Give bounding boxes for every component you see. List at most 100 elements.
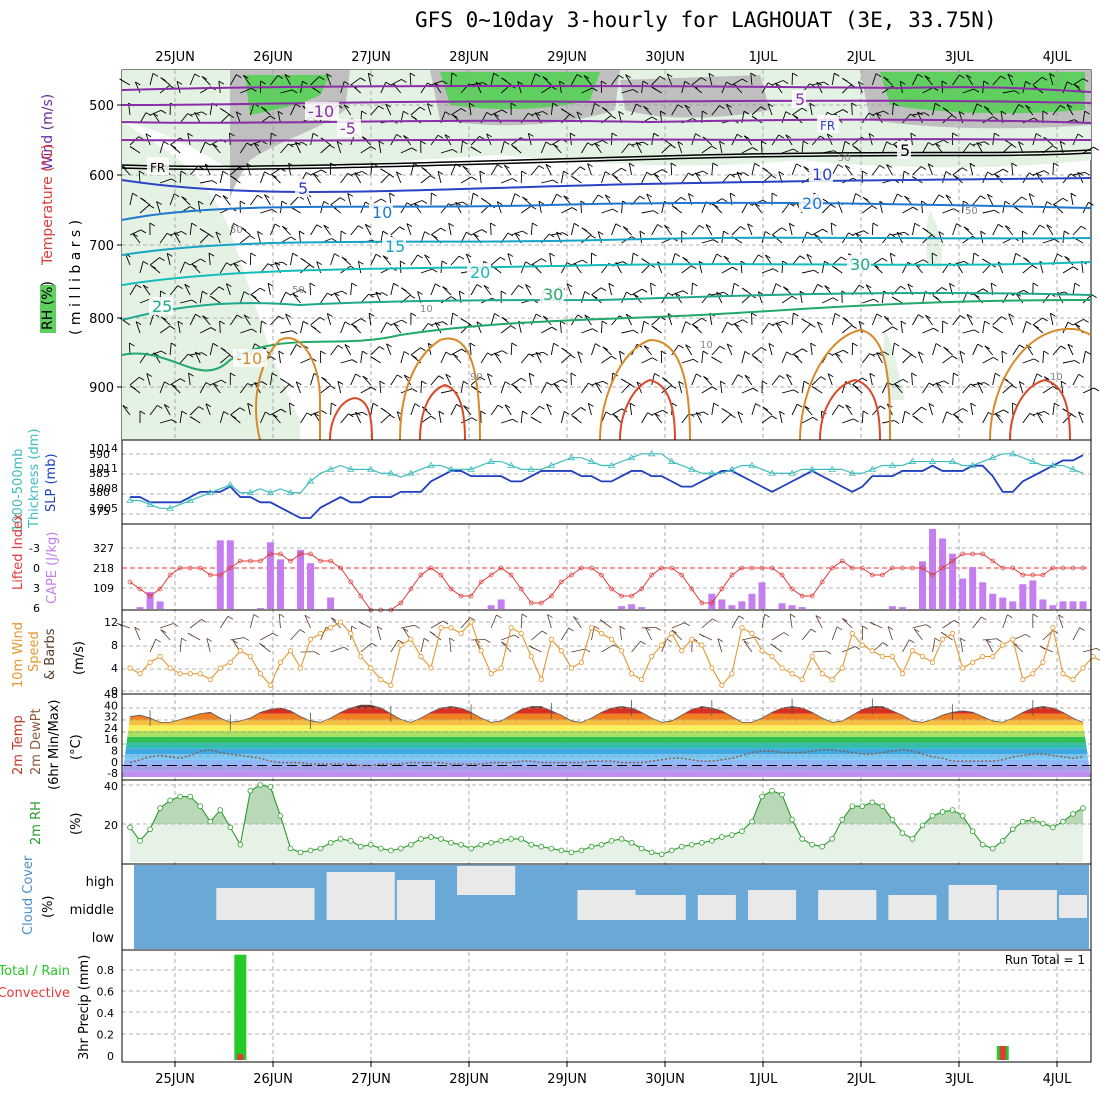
lifted-index-marker — [278, 551, 283, 557]
wind-speed-marker — [1070, 676, 1076, 683]
wind-barb-flag — [187, 113, 193, 117]
wind-barb — [194, 112, 201, 124]
surface-wind-barb-flag — [913, 628, 920, 633]
cape-bar — [748, 593, 756, 609]
wind-barb — [487, 373, 492, 386]
wind-barb — [650, 283, 653, 296]
thickness-marker — [627, 453, 636, 461]
wind-barb — [159, 178, 172, 184]
wind-barb — [601, 320, 603, 334]
wind-barb — [500, 381, 506, 394]
wind-barb — [1025, 105, 1034, 116]
wind-barb-flag — [618, 110, 624, 115]
wind-barb-flag — [875, 73, 882, 77]
wind-barb-flag — [441, 80, 448, 85]
wind-barb — [966, 314, 974, 326]
wind-barb-flag — [862, 170, 868, 175]
wind-barb-flag — [1060, 380, 1067, 385]
wind-barb-flag — [701, 110, 708, 115]
wind-barb-flag — [347, 192, 354, 197]
wind-barb — [530, 73, 536, 86]
wind-barb-flag — [205, 382, 212, 386]
wind-barb-flag — [778, 171, 784, 175]
wind-barb — [924, 75, 933, 86]
rh-marker — [538, 843, 545, 850]
wind-barb-flag — [233, 223, 239, 227]
wind-barb-flag — [507, 232, 514, 237]
thickness-marker — [688, 465, 696, 472]
wind-barb — [892, 378, 904, 386]
temp-contour-label: 20 — [470, 263, 490, 282]
wind-barb — [189, 165, 199, 176]
surface-wind-barb-flag — [358, 621, 364, 625]
cape-tick: 218 — [93, 562, 114, 575]
wind-speed-marker — [739, 625, 745, 631]
wind-barb — [230, 166, 240, 176]
wind-barb — [413, 202, 422, 214]
cape-bar — [898, 607, 906, 609]
wind-barb — [380, 414, 391, 424]
wind-speed-marker — [859, 642, 865, 648]
lifted-index-marker — [709, 600, 715, 606]
wind-barb — [500, 325, 512, 334]
wind-barb — [360, 386, 372, 394]
lifted-index-marker — [759, 565, 765, 571]
wind-barb — [277, 111, 281, 124]
wind-barb — [267, 283, 271, 296]
wind-barb-flag — [386, 322, 392, 326]
precip-conv-bar — [237, 1054, 244, 1060]
wind-barb-flag — [437, 170, 444, 175]
wind-barb-flag — [210, 327, 217, 331]
lifted-index-marker — [288, 558, 293, 564]
wind-barb-flag — [556, 231, 562, 236]
rh-marker — [969, 828, 976, 834]
wind-barb-flag — [139, 410, 146, 415]
wind-barb — [771, 375, 780, 386]
legend-convective: Convective — [0, 986, 70, 1001]
wind-barb-flag — [468, 102, 475, 107]
wind-barb-flag — [535, 351, 542, 356]
wind-barb-flag — [775, 322, 782, 327]
wind-barb — [239, 291, 245, 304]
wind-barb-flag — [201, 75, 208, 80]
rh-marker — [307, 847, 314, 854]
wind-speed-marker — [829, 676, 835, 683]
wind-barb-flag — [861, 377, 868, 382]
wind-barb — [390, 226, 400, 236]
wind-barb-flag — [504, 164, 510, 169]
wind-barb-flag — [431, 234, 438, 239]
wind-barb-flag — [559, 80, 565, 85]
wind-barb-flag — [1067, 343, 1074, 348]
wind-barb — [809, 103, 813, 116]
wind-barb — [490, 164, 498, 176]
date-label-bottom: 26JUN — [253, 1072, 293, 1087]
wind-barb-flag — [146, 373, 152, 377]
wind-barb-flag — [285, 291, 291, 296]
wind-barb-flag — [380, 168, 386, 173]
wind-barb — [129, 284, 137, 296]
wind-barb-flag — [945, 194, 952, 199]
wind-barb — [507, 253, 512, 266]
wind-barb — [370, 403, 374, 416]
surface-wind-barb — [902, 639, 910, 653]
wind-speed-marker — [789, 671, 795, 677]
wind-barb-flag — [132, 233, 138, 237]
wind-barb — [711, 105, 720, 116]
wind-barb-flag — [918, 314, 924, 318]
wind-barb — [386, 343, 392, 356]
wind-speed-marker — [468, 619, 474, 625]
wind-barb-flag — [1031, 265, 1038, 269]
wind-barb — [253, 142, 261, 154]
wind-barb-flag — [754, 203, 760, 207]
surface-wind-barb-flag — [299, 629, 306, 633]
wind-barb — [811, 228, 823, 236]
wind-barb-flag — [445, 351, 452, 356]
wind-barb — [205, 403, 211, 416]
cloud-patch — [697, 895, 736, 920]
wind-barb-flag — [801, 107, 808, 112]
surface-wind-barb — [571, 648, 586, 653]
wind-barb-flag — [472, 192, 479, 197]
wind-barb — [651, 169, 663, 176]
thickness-marker — [788, 469, 796, 476]
wind-barb-flag — [265, 411, 271, 416]
